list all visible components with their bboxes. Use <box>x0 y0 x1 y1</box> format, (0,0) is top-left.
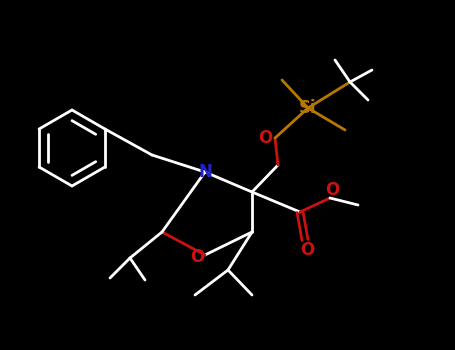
Text: N: N <box>198 163 212 181</box>
Text: O: O <box>300 241 314 259</box>
Text: Si: Si <box>299 99 317 117</box>
Text: O: O <box>190 248 204 266</box>
Text: O: O <box>258 129 272 147</box>
Text: O: O <box>325 181 339 199</box>
